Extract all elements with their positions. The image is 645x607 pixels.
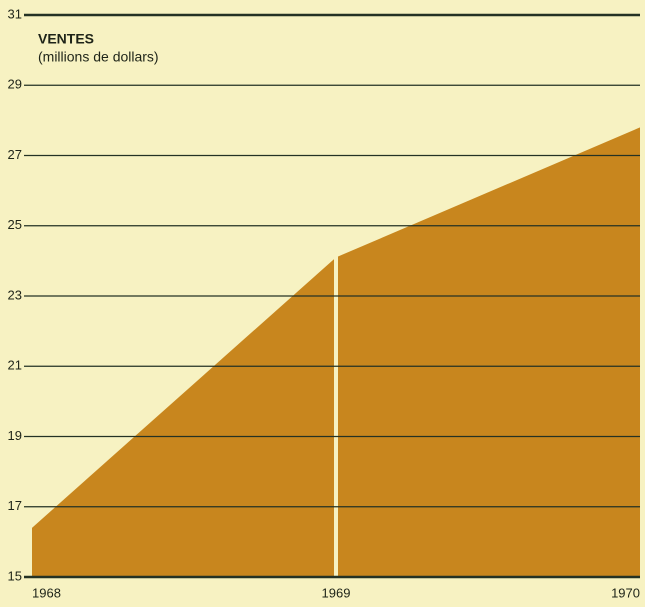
y-tick-label: 15 xyxy=(8,568,22,583)
x-tick-label: 1970 xyxy=(611,585,640,600)
y-tick-label: 27 xyxy=(8,147,22,162)
x-tick-label: 1968 xyxy=(32,585,61,600)
y-tick-label: 31 xyxy=(8,6,22,21)
x-tick-label: 1969 xyxy=(322,585,351,600)
plot: 15 17 19 21 23 25 27 29 31 1968 1969 1970 xyxy=(8,6,640,600)
y-tick-label: 21 xyxy=(8,358,22,373)
y-tick-label: 29 xyxy=(8,77,22,92)
chart-title: VENTES xyxy=(38,31,94,47)
y-tick-label: 17 xyxy=(8,498,22,513)
y-tick-label: 23 xyxy=(8,287,22,302)
chart-subtitle: (millions de dollars) xyxy=(38,49,159,65)
y-tick-label: 25 xyxy=(8,217,22,232)
y-tick-label: 19 xyxy=(8,428,22,443)
